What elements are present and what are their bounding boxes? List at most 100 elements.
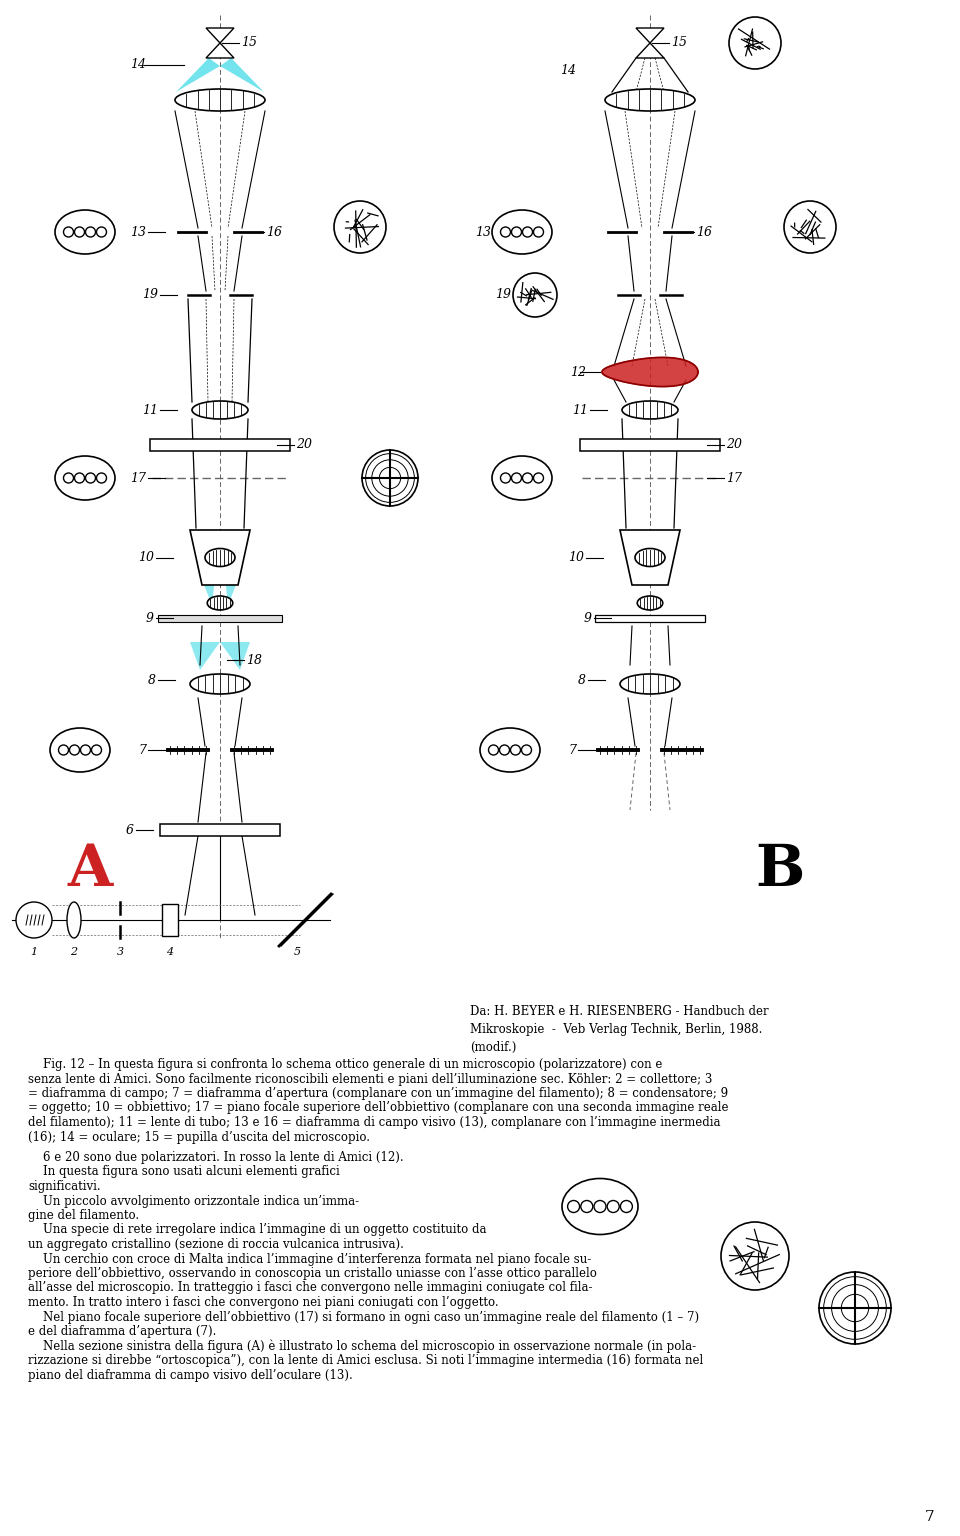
Text: e del diaframma d’apertura (7).: e del diaframma d’apertura (7). xyxy=(28,1326,216,1338)
Text: A: A xyxy=(67,842,112,899)
Polygon shape xyxy=(190,642,220,670)
Bar xyxy=(595,614,705,622)
Ellipse shape xyxy=(175,89,265,111)
Ellipse shape xyxy=(67,902,81,938)
Text: 4: 4 xyxy=(166,948,174,957)
Circle shape xyxy=(729,17,781,69)
Polygon shape xyxy=(636,28,664,43)
Text: (16); 14 = oculare; 15 = pupilla d’uscita del microscopio.: (16); 14 = oculare; 15 = pupilla d’uscit… xyxy=(28,1130,370,1143)
Text: 19: 19 xyxy=(495,289,511,301)
Text: 10: 10 xyxy=(568,551,584,564)
Text: 9: 9 xyxy=(584,611,592,625)
Text: 9: 9 xyxy=(146,611,154,625)
Text: senza lente di Amici. Sono facilmente riconoscibili elementi e piani dell’illumi: senza lente di Amici. Sono facilmente ri… xyxy=(28,1072,712,1086)
Polygon shape xyxy=(602,358,698,387)
Text: 6: 6 xyxy=(126,823,134,837)
Text: 11: 11 xyxy=(142,404,158,416)
Ellipse shape xyxy=(480,728,540,773)
Text: 15: 15 xyxy=(671,37,687,49)
Text: 20: 20 xyxy=(296,438,312,452)
Text: 14: 14 xyxy=(560,63,576,77)
Text: 12: 12 xyxy=(570,366,586,378)
Ellipse shape xyxy=(55,456,115,501)
Ellipse shape xyxy=(562,1178,638,1235)
Text: piano del diaframma di campo visivo dell’oculare (13).: piano del diaframma di campo visivo dell… xyxy=(28,1369,352,1381)
Text: 19: 19 xyxy=(142,289,158,301)
Text: 20: 20 xyxy=(726,438,742,452)
Text: Nel piano focale superiore dell’obbiettivo (17) si formano in ogni caso un’immag: Nel piano focale superiore dell’obbietti… xyxy=(28,1310,699,1324)
Text: 7: 7 xyxy=(568,743,576,757)
Text: mento. In tratto intero i fasci che convergono nei piani coniugati con l’oggetto: mento. In tratto intero i fasci che conv… xyxy=(28,1296,498,1309)
Text: 17: 17 xyxy=(726,472,742,484)
Text: 5: 5 xyxy=(294,948,300,957)
Ellipse shape xyxy=(492,456,552,501)
Text: B: B xyxy=(756,842,804,899)
Text: 6 e 20 sono due polarizzatori. In rosso la lente di Amici (12).: 6 e 20 sono due polarizzatori. In rosso … xyxy=(28,1150,403,1164)
Text: 7: 7 xyxy=(138,743,146,757)
Bar xyxy=(150,439,290,452)
Ellipse shape xyxy=(637,596,662,610)
Text: In questa figura sono usati alcuni elementi grafici: In questa figura sono usati alcuni eleme… xyxy=(28,1166,340,1178)
Bar xyxy=(580,439,720,452)
Text: 16: 16 xyxy=(696,226,712,238)
Ellipse shape xyxy=(635,548,665,567)
Text: un aggregato cristallino (sezione di roccia vulcanica intrusiva).: un aggregato cristallino (sezione di roc… xyxy=(28,1238,404,1250)
Bar xyxy=(162,905,178,935)
Bar xyxy=(158,614,282,622)
Circle shape xyxy=(334,201,386,253)
Bar xyxy=(160,823,280,836)
Text: 2: 2 xyxy=(70,948,78,957)
Ellipse shape xyxy=(50,728,110,773)
Text: rizzazione si direbbe “ortoscopica”), con la lente di Amici esclusa. Si noti l’i: rizzazione si direbbe “ortoscopica”), co… xyxy=(28,1355,704,1367)
Ellipse shape xyxy=(605,89,695,111)
Text: 15: 15 xyxy=(241,37,257,49)
Polygon shape xyxy=(220,531,236,605)
Text: 8: 8 xyxy=(148,673,156,687)
Circle shape xyxy=(362,450,418,505)
Circle shape xyxy=(819,1272,891,1344)
Ellipse shape xyxy=(192,401,248,419)
Text: 7: 7 xyxy=(925,1510,935,1524)
Circle shape xyxy=(721,1223,789,1290)
Ellipse shape xyxy=(620,674,680,694)
Text: 13: 13 xyxy=(130,226,146,238)
Ellipse shape xyxy=(190,674,250,694)
Text: 8: 8 xyxy=(578,673,586,687)
Text: del filamento); 11 = lente di tubo; 13 e 16 = diaframma di campo visivo (13), co: del filamento); 11 = lente di tubo; 13 e… xyxy=(28,1117,721,1129)
Circle shape xyxy=(784,201,836,253)
Text: all’asse del microscopio. In tratteggio i fasci che convergono nelle immagini co: all’asse del microscopio. In tratteggio … xyxy=(28,1281,592,1295)
Polygon shape xyxy=(206,43,234,58)
Polygon shape xyxy=(220,642,250,670)
Ellipse shape xyxy=(492,210,552,253)
Text: significativi.: significativi. xyxy=(28,1180,101,1193)
Polygon shape xyxy=(206,28,234,43)
Text: Da: H. BEYER e H. RIESENBERG - Handbuch der
Mikroskopie  -  Veb Verlag Technik, : Da: H. BEYER e H. RIESENBERG - Handbuch … xyxy=(470,1005,769,1054)
Text: 3: 3 xyxy=(116,948,124,957)
Text: Nella sezione sinistra della figura (A) è illustrato lo schema del microscopio i: Nella sezione sinistra della figura (A) … xyxy=(28,1339,696,1353)
Circle shape xyxy=(16,902,52,938)
Polygon shape xyxy=(620,530,680,585)
Text: Un piccolo avvolgimento orizzontale indica un’imma-: Un piccolo avvolgimento orizzontale indi… xyxy=(28,1195,359,1207)
Text: Fig. 12 – In questa figura si confronta lo schema ottico generale di un microsco: Fig. 12 – In questa figura si confronta … xyxy=(28,1058,662,1071)
Ellipse shape xyxy=(207,596,232,610)
Text: 14: 14 xyxy=(130,58,146,72)
Circle shape xyxy=(513,273,557,316)
Text: = diaframma di campo; 7 = diaframma d’apertura (complanare con un’immagine del f: = diaframma di campo; 7 = diaframma d’ap… xyxy=(28,1087,728,1100)
Ellipse shape xyxy=(55,210,115,253)
Polygon shape xyxy=(636,43,664,58)
Text: 16: 16 xyxy=(266,226,282,238)
Polygon shape xyxy=(220,58,264,92)
Polygon shape xyxy=(176,58,220,92)
Text: 10: 10 xyxy=(138,551,154,564)
Ellipse shape xyxy=(622,401,678,419)
Text: 18: 18 xyxy=(246,653,262,667)
Text: gine del filamento.: gine del filamento. xyxy=(28,1209,139,1223)
Text: Una specie di rete irregolare indica l’immagine di un oggetto costituito da: Una specie di rete irregolare indica l’i… xyxy=(28,1224,487,1236)
Polygon shape xyxy=(190,530,250,585)
Text: = oggetto; 10 = obbiettivo; 17 = piano focale superiore dell’obbiettivo (complan: = oggetto; 10 = obbiettivo; 17 = piano f… xyxy=(28,1101,729,1115)
Text: 11: 11 xyxy=(572,404,588,416)
Text: periore dell’obbiettivo, osservando in conoscopia un cristallo uniasse con l’ass: periore dell’obbiettivo, osservando in c… xyxy=(28,1267,597,1279)
Text: Un cerchio con croce di Malta indica l’immagine d’interferenza formata nel piano: Un cerchio con croce di Malta indica l’i… xyxy=(28,1252,591,1266)
Text: 13: 13 xyxy=(475,226,491,238)
Text: 1: 1 xyxy=(31,948,37,957)
